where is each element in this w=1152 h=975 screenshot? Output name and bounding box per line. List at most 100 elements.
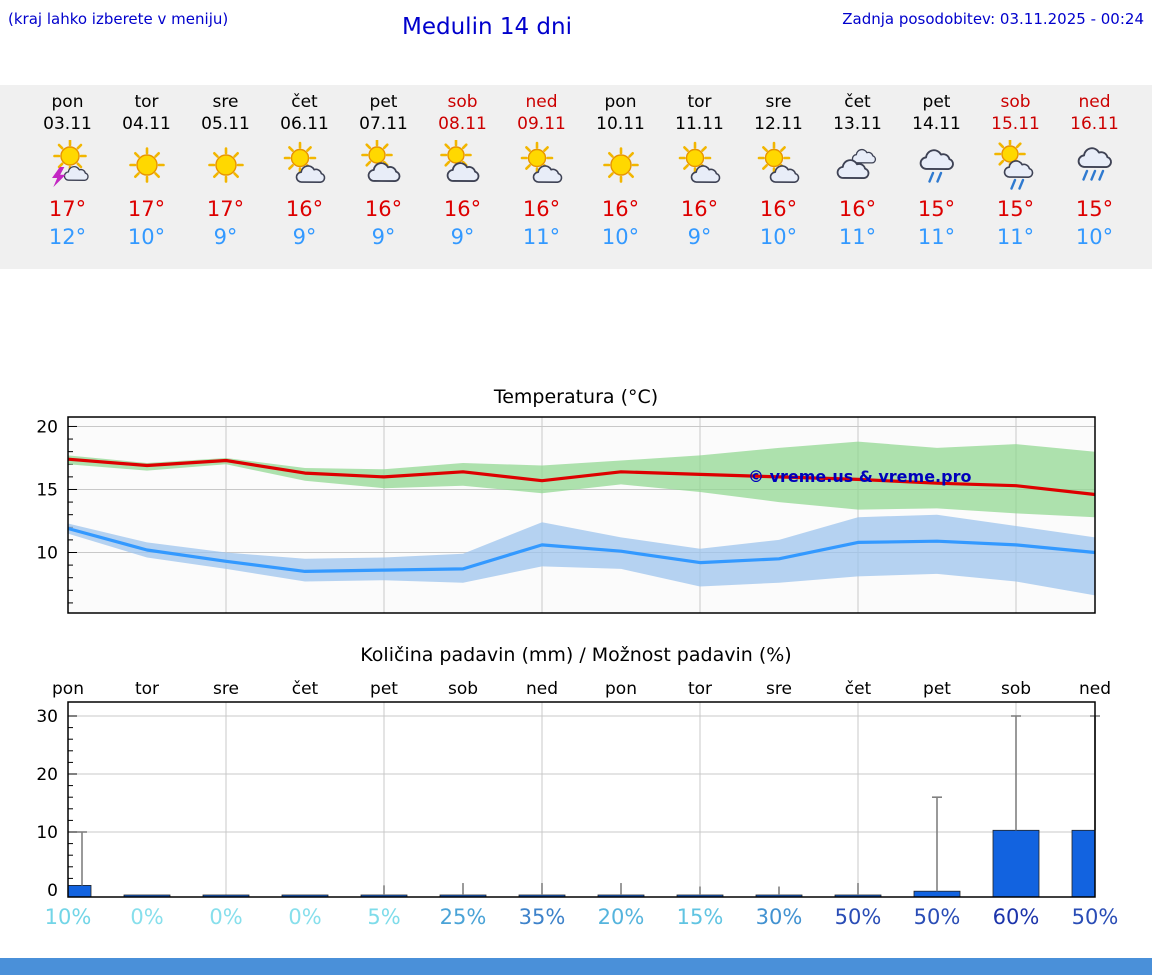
day-date: 09.11	[517, 114, 566, 134]
precip-bar	[202, 894, 250, 897]
forecast-strip: pon 03.11 17° 12° tor 04.11 17° 10° sre 05.11 17° 9…	[0, 85, 1152, 269]
day-date: 05.11	[201, 114, 250, 134]
forecast-day-column: čet 06.11 16° 9°	[265, 85, 344, 269]
sunny-icon	[602, 147, 639, 183]
precip-day-label: sre	[766, 679, 792, 699]
temp-max: 16°	[680, 197, 719, 221]
watermark-link[interactable]: © vreme.us & vreme.pro	[748, 467, 971, 486]
temp-max: 15°	[996, 197, 1035, 221]
cloud-sun-icon	[439, 139, 479, 182]
temp-min: 9°	[450, 225, 475, 249]
day-name: sob	[1000, 92, 1031, 112]
temp-min: 10°	[127, 225, 166, 249]
precip-probability-label: 0%	[288, 905, 321, 929]
footer-bar	[0, 958, 1152, 975]
day-name: pon	[604, 92, 637, 112]
temp-max: 16°	[759, 197, 798, 221]
day-name: ned	[1078, 92, 1111, 112]
temp-y-tick-label: 15	[36, 480, 58, 500]
precip-day-label: pet	[370, 679, 398, 699]
precip-probability-label: 35%	[519, 905, 566, 929]
temp-max: 15°	[917, 197, 956, 221]
precip-bar	[913, 890, 961, 897]
day-date: 10.11	[596, 114, 645, 134]
precip-probability-label: 20%	[598, 905, 645, 929]
temp-min: 9°	[687, 225, 712, 249]
weather-icon-slot	[517, 140, 567, 190]
weather-icon-slot	[675, 140, 725, 190]
day-date: 13.11	[833, 114, 882, 134]
precip-day-label: tor	[688, 679, 712, 699]
precip-probability-label: 50%	[835, 905, 882, 929]
precip-day-label: sre	[213, 679, 239, 699]
temp-min: 11°	[838, 225, 877, 249]
weather-icon-slot	[991, 138, 1041, 190]
precipitation-chart-title: Količina padavin (mm) / Možnost padavin …	[360, 644, 792, 666]
forecast-day-column: čet 13.11 16° 11°	[818, 85, 897, 269]
precip-day-label: pet	[923, 679, 951, 699]
day-date: 12.11	[754, 114, 803, 134]
forecast-day-column: ned 09.11 16° 11°	[502, 85, 581, 269]
thunderstorm-icon	[51, 139, 89, 188]
temp-min: 9°	[371, 225, 396, 249]
precip-day-label: sob	[448, 679, 478, 699]
day-name: sob	[447, 92, 478, 112]
forecast-day-column: pon 03.11 17° 12°	[28, 85, 107, 269]
day-date: 11.11	[675, 114, 724, 134]
weather-icon-slot	[201, 140, 251, 190]
heavy-rain-icon	[1077, 147, 1112, 181]
precip-day-label: čet	[845, 679, 872, 699]
forecast-day-column: tor 11.11 16° 9°	[660, 85, 739, 269]
forecast-day-column: sre 12.11 16° 10°	[739, 85, 818, 269]
precip-probability-label: 25%	[440, 905, 487, 929]
temp-max: 16°	[443, 197, 482, 221]
temp-min: 11°	[996, 225, 1035, 249]
precip-probability-label: 15%	[677, 905, 724, 929]
precip-probability-label: 60%	[993, 905, 1040, 929]
temp-min-line	[67, 526, 1096, 573]
temp-min: 11°	[917, 225, 956, 249]
forecast-day-column: pet 07.11 16° 9°	[344, 85, 423, 269]
partly-cloudy-icon	[520, 141, 562, 183]
precip-plot-area	[68, 702, 1095, 897]
precip-probability-label: 50%	[914, 905, 961, 929]
forecast-day-column: sob 08.11 16° 9°	[423, 85, 502, 269]
temp-y-tick-label: 20	[36, 417, 58, 437]
weather-icon-slot	[1070, 140, 1120, 190]
precip-bar	[281, 894, 329, 897]
weather-icon-slot	[122, 140, 172, 190]
precip-y-tick-label: 20	[36, 765, 58, 785]
cloud-sun-icon	[360, 139, 400, 182]
precip-bar	[123, 894, 171, 897]
weather-icon-slot	[754, 140, 804, 190]
temp-max: 15°	[1075, 197, 1114, 221]
precip-day-label: pon	[605, 679, 637, 699]
temp-plot-border	[67, 416, 1096, 614]
weather-icon-slot	[280, 140, 330, 190]
temp-min: 9°	[213, 225, 238, 249]
precip-day-label: čet	[292, 679, 319, 699]
precip-y-tick-label: 30	[36, 707, 58, 727]
forecast-day-column: pon 10.11 16° 10°	[581, 85, 660, 269]
day-name: čet	[844, 92, 871, 112]
precip-y-tick-label: 0	[47, 881, 58, 901]
day-name: sre	[212, 92, 239, 112]
day-name: tor	[134, 92, 159, 112]
temp-max: 17°	[48, 197, 87, 221]
temp-plot-area	[68, 417, 1095, 613]
precip-probability-label: 0%	[209, 905, 242, 929]
precipitation-chart: pon tor sre čet pet sob ned pon tor sre čet pet sob n…	[36, 679, 1118, 929]
partly-cloudy-icon	[283, 141, 325, 183]
temp-y-tick-label: 10	[36, 543, 58, 563]
forecast-day-column: tor 04.11 17° 10°	[107, 85, 186, 269]
temp-max: 16°	[285, 197, 324, 221]
temp-max: 16°	[601, 197, 640, 221]
precip-probability-label: 5%	[367, 905, 400, 929]
temp-max: 16°	[522, 197, 561, 221]
partly-cloudy-icon	[757, 141, 799, 183]
temp-max: 16°	[838, 197, 877, 221]
temp-max: 17°	[206, 197, 245, 221]
forecast-day-column: ned 16.11 15° 10°	[1055, 85, 1134, 269]
sunny-icon	[207, 147, 244, 183]
last-update-label: Zadnja posodobitev: 03.11.2025 - 00:24	[842, 10, 1144, 28]
